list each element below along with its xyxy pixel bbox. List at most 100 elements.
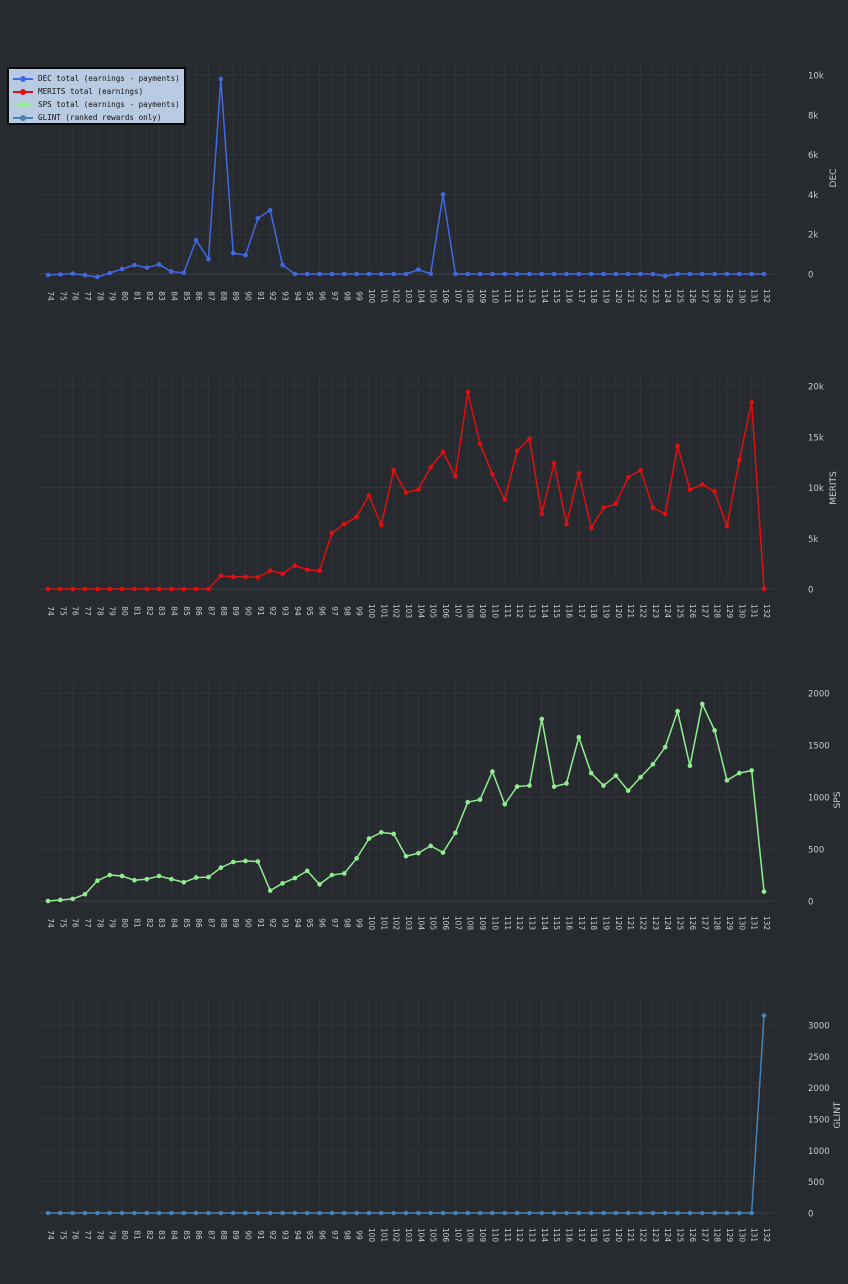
data-point[interactable] xyxy=(675,443,680,449)
data-point[interactable] xyxy=(625,475,631,480)
data-point[interactable] xyxy=(144,265,150,270)
data-point[interactable] xyxy=(749,399,754,405)
data-point[interactable] xyxy=(144,586,150,592)
data-point[interactable] xyxy=(45,1210,51,1216)
data-point[interactable] xyxy=(687,763,693,769)
data-point[interactable] xyxy=(329,872,335,878)
data-point[interactable] xyxy=(440,449,446,455)
data-point[interactable] xyxy=(70,896,75,902)
data-point[interactable] xyxy=(613,271,619,277)
data-point[interactable] xyxy=(724,271,730,277)
data-point[interactable] xyxy=(699,1210,705,1216)
data-point[interactable] xyxy=(329,530,335,536)
data-point[interactable] xyxy=(230,250,236,256)
data-point[interactable] xyxy=(95,1210,100,1216)
data-point[interactable] xyxy=(317,271,322,277)
data-point[interactable] xyxy=(453,830,458,836)
data-point[interactable] xyxy=(551,1210,557,1216)
data-point[interactable] xyxy=(366,1210,372,1216)
data-point[interactable] xyxy=(588,525,594,531)
data-point[interactable] xyxy=(391,831,396,837)
data-point[interactable] xyxy=(218,865,224,871)
data-point[interactable] xyxy=(638,467,643,473)
data-point[interactable] xyxy=(58,272,63,277)
data-point[interactable] xyxy=(539,271,545,277)
data-point[interactable] xyxy=(477,441,483,447)
data-point[interactable] xyxy=(737,1210,742,1216)
data-point[interactable] xyxy=(255,859,261,864)
data-point[interactable] xyxy=(588,770,594,776)
data-point[interactable] xyxy=(724,778,730,783)
data-point[interactable] xyxy=(280,571,285,577)
legend-item-merits[interactable]: MERITS total (earnings) xyxy=(13,85,180,98)
data-point[interactable] xyxy=(243,858,248,864)
data-point[interactable] xyxy=(267,888,273,893)
data-point[interactable] xyxy=(514,271,520,277)
data-point[interactable] xyxy=(304,567,310,573)
data-point[interactable] xyxy=(453,271,458,277)
data-point[interactable] xyxy=(527,271,532,277)
data-point[interactable] xyxy=(317,1210,322,1216)
data-point[interactable] xyxy=(416,267,421,272)
data-point[interactable] xyxy=(193,586,199,592)
data-point[interactable] xyxy=(551,784,557,789)
data-point[interactable] xyxy=(230,574,236,580)
data-point[interactable] xyxy=(465,271,471,277)
data-point[interactable] xyxy=(712,1210,717,1216)
data-point[interactable] xyxy=(70,1210,75,1216)
data-point[interactable] xyxy=(132,1210,137,1216)
data-point[interactable] xyxy=(329,1210,335,1216)
data-point[interactable] xyxy=(255,575,261,580)
data-point[interactable] xyxy=(749,271,754,277)
data-point[interactable] xyxy=(576,1210,582,1216)
data-point[interactable] xyxy=(391,467,396,473)
data-point[interactable] xyxy=(206,256,211,262)
data-point[interactable] xyxy=(58,1210,63,1216)
data-point[interactable] xyxy=(341,1210,347,1216)
legend-item-sps[interactable]: SPS total (earnings - payments) xyxy=(13,98,180,111)
legend-item-glint[interactable]: GLINT (ranked rewards only) xyxy=(13,111,180,124)
data-point[interactable] xyxy=(724,523,730,529)
data-point[interactable] xyxy=(416,487,421,492)
data-point[interactable] xyxy=(613,1210,619,1216)
data-point[interactable] xyxy=(539,1210,545,1216)
data-point[interactable] xyxy=(206,586,211,592)
data-point[interactable] xyxy=(193,1210,199,1216)
data-point[interactable] xyxy=(169,269,174,274)
data-point[interactable] xyxy=(193,875,199,880)
data-point[interactable] xyxy=(737,271,742,277)
data-point[interactable] xyxy=(304,271,310,277)
data-point[interactable] xyxy=(95,878,100,884)
data-point[interactable] xyxy=(379,1210,384,1216)
data-point[interactable] xyxy=(292,271,298,277)
data-point[interactable] xyxy=(292,1210,298,1216)
data-point[interactable] xyxy=(95,274,100,280)
data-point[interactable] xyxy=(625,788,631,794)
data-point[interactable] xyxy=(267,208,273,213)
data-point[interactable] xyxy=(379,522,384,528)
data-point[interactable] xyxy=(465,799,471,805)
data-point[interactable] xyxy=(675,1210,680,1216)
data-point[interactable] xyxy=(465,389,471,395)
data-point[interactable] xyxy=(502,497,508,502)
data-point[interactable] xyxy=(169,586,174,592)
data-point[interactable] xyxy=(354,514,359,520)
data-point[interactable] xyxy=(477,797,483,802)
data-point[interactable] xyxy=(749,1210,754,1216)
data-point[interactable] xyxy=(58,897,63,903)
data-point[interactable] xyxy=(181,270,187,276)
data-point[interactable] xyxy=(169,1210,174,1216)
data-point[interactable] xyxy=(416,1210,421,1216)
data-point[interactable] xyxy=(440,850,446,855)
data-point[interactable] xyxy=(712,271,717,277)
data-point[interactable] xyxy=(132,262,137,268)
data-point[interactable] xyxy=(490,1210,495,1216)
data-point[interactable] xyxy=(465,1210,471,1216)
data-point[interactable] xyxy=(304,868,310,874)
data-point[interactable] xyxy=(243,252,248,258)
data-point[interactable] xyxy=(638,271,643,277)
data-point[interactable] xyxy=(576,470,582,476)
data-point[interactable] xyxy=(576,271,582,277)
legend-item-dec[interactable]: DEC total (earnings - payments) xyxy=(13,72,180,85)
data-point[interactable] xyxy=(761,586,767,592)
